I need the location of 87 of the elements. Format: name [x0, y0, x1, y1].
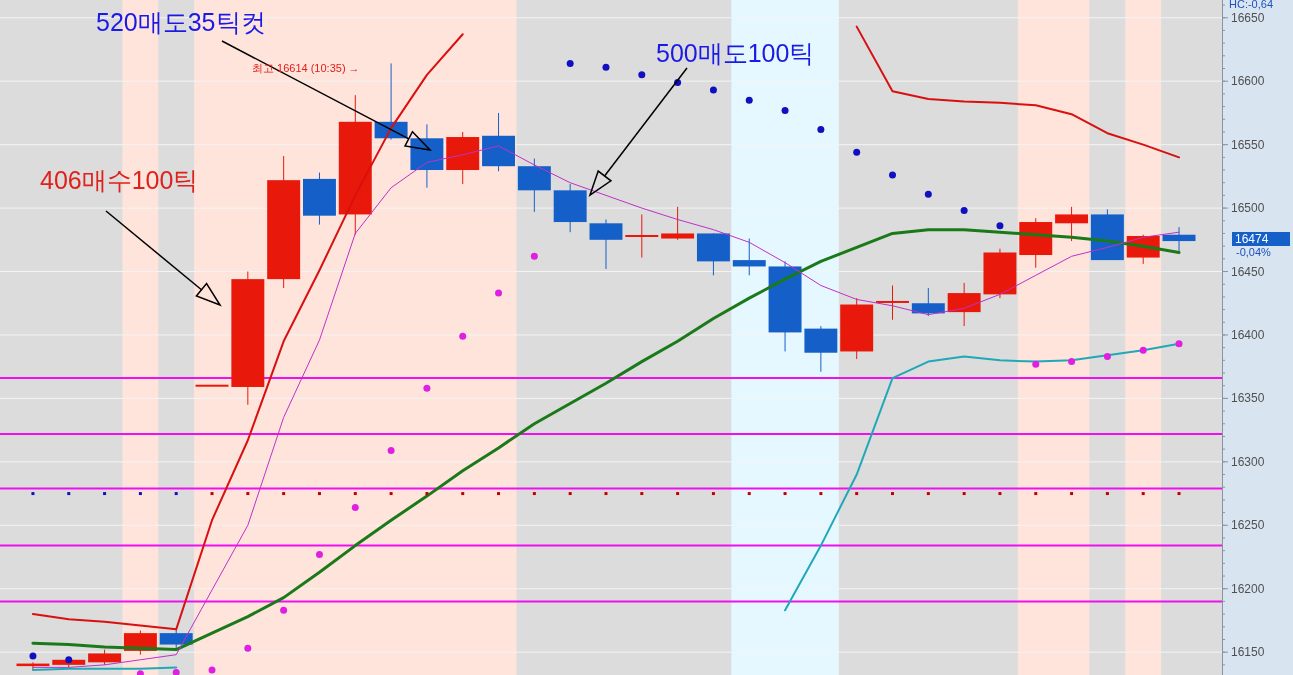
y-tick-label: 16550: [1231, 137, 1265, 152]
y-tick-label: 16250: [1231, 518, 1265, 533]
point: [960, 207, 968, 215]
point: [1105, 492, 1109, 496]
point: [962, 492, 966, 496]
point: [676, 492, 680, 496]
point: [497, 492, 501, 496]
point: [604, 492, 608, 496]
point: [423, 384, 431, 392]
y-tick-label: 16400: [1231, 327, 1265, 342]
point: [998, 492, 1002, 496]
point: [210, 492, 214, 496]
point: [889, 171, 896, 179]
point: [172, 668, 180, 675]
point: [924, 190, 932, 198]
point: [1103, 353, 1111, 361]
candlestick: [625, 213, 659, 259]
point: [351, 504, 359, 512]
y-tick-label: 16650: [1231, 10, 1265, 25]
point: [891, 492, 894, 496]
candlestick: [1055, 206, 1089, 242]
point: [244, 644, 252, 652]
point: [495, 289, 503, 297]
point: [817, 125, 825, 133]
y-tick-label: 16350: [1231, 391, 1265, 406]
point: [711, 492, 715, 496]
point: [138, 492, 142, 496]
point: [530, 252, 538, 260]
point: [1139, 346, 1147, 354]
point: [568, 492, 572, 496]
point: [315, 550, 323, 558]
point: [103, 492, 107, 496]
y-tick-label: 16600: [1231, 74, 1265, 89]
point: [389, 492, 393, 496]
point: [317, 492, 321, 496]
point: [67, 492, 71, 496]
point: [1068, 358, 1076, 366]
candlestick: [732, 238, 766, 276]
y-tick-label: 16500: [1231, 201, 1265, 216]
point: [1177, 492, 1181, 496]
text: 16474: [1235, 232, 1269, 246]
point: [1034, 492, 1038, 496]
point: [174, 492, 178, 496]
point: [1141, 492, 1145, 496]
point: [855, 492, 859, 496]
point: [926, 492, 930, 496]
point: [783, 492, 787, 496]
point: [29, 652, 37, 660]
point: [853, 148, 861, 156]
point: [602, 63, 610, 71]
point: [208, 666, 216, 674]
annotation: 500매도100틱: [656, 39, 815, 67]
point: [566, 59, 574, 67]
point: [1070, 492, 1074, 496]
point: [1175, 340, 1183, 348]
point: [1032, 360, 1040, 368]
point: [996, 222, 1004, 230]
point: [745, 96, 753, 104]
point: [425, 492, 429, 496]
point: [459, 332, 467, 340]
point: [747, 492, 751, 496]
point: [640, 492, 644, 496]
point: [280, 606, 288, 614]
point: [65, 656, 73, 664]
point: [282, 492, 286, 496]
point: [387, 446, 395, 454]
annotation: 520매도35틱컷: [96, 8, 266, 36]
y-tick-label: 16300: [1231, 454, 1265, 469]
line-series: [31, 228, 1181, 652]
text: HC:-0,64: [1229, 0, 1274, 10]
y-tick-label: 16200: [1231, 581, 1265, 596]
point: [781, 106, 789, 114]
point: [709, 86, 717, 94]
point: [353, 492, 357, 496]
y-tick-label: 16150: [1231, 645, 1265, 660]
point: [461, 492, 465, 496]
annotation: 406매수100틱: [40, 166, 199, 194]
candlestick: [876, 284, 909, 321]
annotation: 최고 16614 (10:35) →: [252, 62, 360, 74]
y-tick-label: 16450: [1231, 264, 1265, 279]
candlestick: [661, 206, 695, 241]
text: -0,04%: [1236, 246, 1272, 258]
point: [532, 492, 536, 496]
point: [246, 492, 250, 496]
point: [31, 492, 35, 496]
point: [638, 71, 646, 79]
point: [819, 492, 823, 496]
